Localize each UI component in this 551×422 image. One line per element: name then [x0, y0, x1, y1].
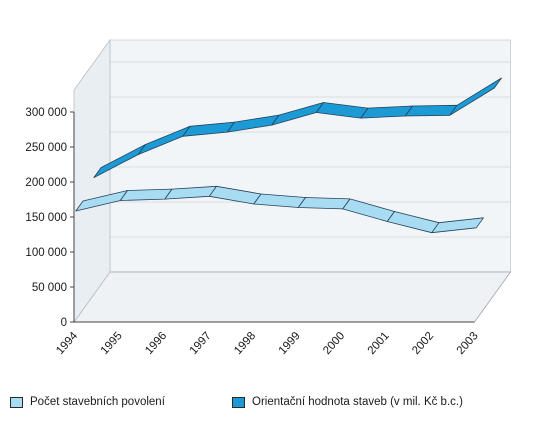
legend-item-value: Orientační hodnota staveb (v mil. Kč b.c…	[232, 396, 463, 408]
y-axis-ticks: 0 50 000 100 000 150 000 200 000 250 000 300 0…	[25, 107, 74, 329]
x-tick-label: 1996	[143, 330, 169, 357]
ribbon-segment	[360, 105, 413, 119]
ribbon-segment	[297, 197, 351, 210]
legend-item-permits: Počet stavebních povolení	[10, 396, 165, 408]
legend-label-value: Orientační hodnota staveb (v mil. Kč b.c…	[252, 396, 463, 408]
ribbon-segment	[449, 77, 502, 116]
x-tick-label: 2001	[366, 330, 392, 357]
x-tick-label: 1997	[188, 330, 214, 357]
legend: Počet stavebních povolení Orientační hod…	[10, 396, 541, 414]
back-wall-grid	[109, 39, 511, 273]
series-ribbons	[75, 77, 502, 234]
legend-swatch-value	[232, 396, 245, 408]
y-tick-label: 150 000	[25, 212, 67, 224]
y-tick-label: 100 000	[25, 247, 67, 259]
x-tick-label: 2000	[321, 330, 347, 357]
y-tick-label: 300 000	[25, 107, 67, 119]
ribbon-segment	[119, 188, 173, 201]
ribbon-segment	[431, 217, 484, 234]
y-tick-label: 250 000	[25, 142, 67, 154]
x-tick-label: 1994	[54, 330, 80, 357]
y-tick-label: 50 000	[32, 282, 67, 294]
x-tick-label: 1999	[277, 330, 303, 357]
left-wall	[73, 38, 111, 324]
x-tick-label: 1998	[232, 330, 258, 357]
ribbon-segment	[404, 104, 458, 117]
chart-frame	[73, 38, 512, 324]
x-axis-ticks: 1994 1995 1996 1997 1998 1999 2000 2001 2002 2003	[54, 330, 481, 357]
legend-swatch-permits	[10, 396, 23, 408]
x-tick-label: 1995	[99, 330, 125, 357]
series-ribbon-0	[75, 185, 484, 234]
series-ribbon-1	[93, 77, 502, 179]
x-tick-label: 2003	[455, 330, 481, 357]
floor	[73, 271, 512, 323]
y-tick-label: 200 000	[25, 177, 67, 189]
y-tick-label: 0	[61, 317, 67, 329]
chart-svg: 0 50 000 100 000 150 000 200 000 250 000 300 0…	[25, 38, 512, 357]
legend-label-permits: Počet stavebních povolení	[30, 396, 165, 408]
x-tick-label: 2002	[410, 330, 436, 357]
